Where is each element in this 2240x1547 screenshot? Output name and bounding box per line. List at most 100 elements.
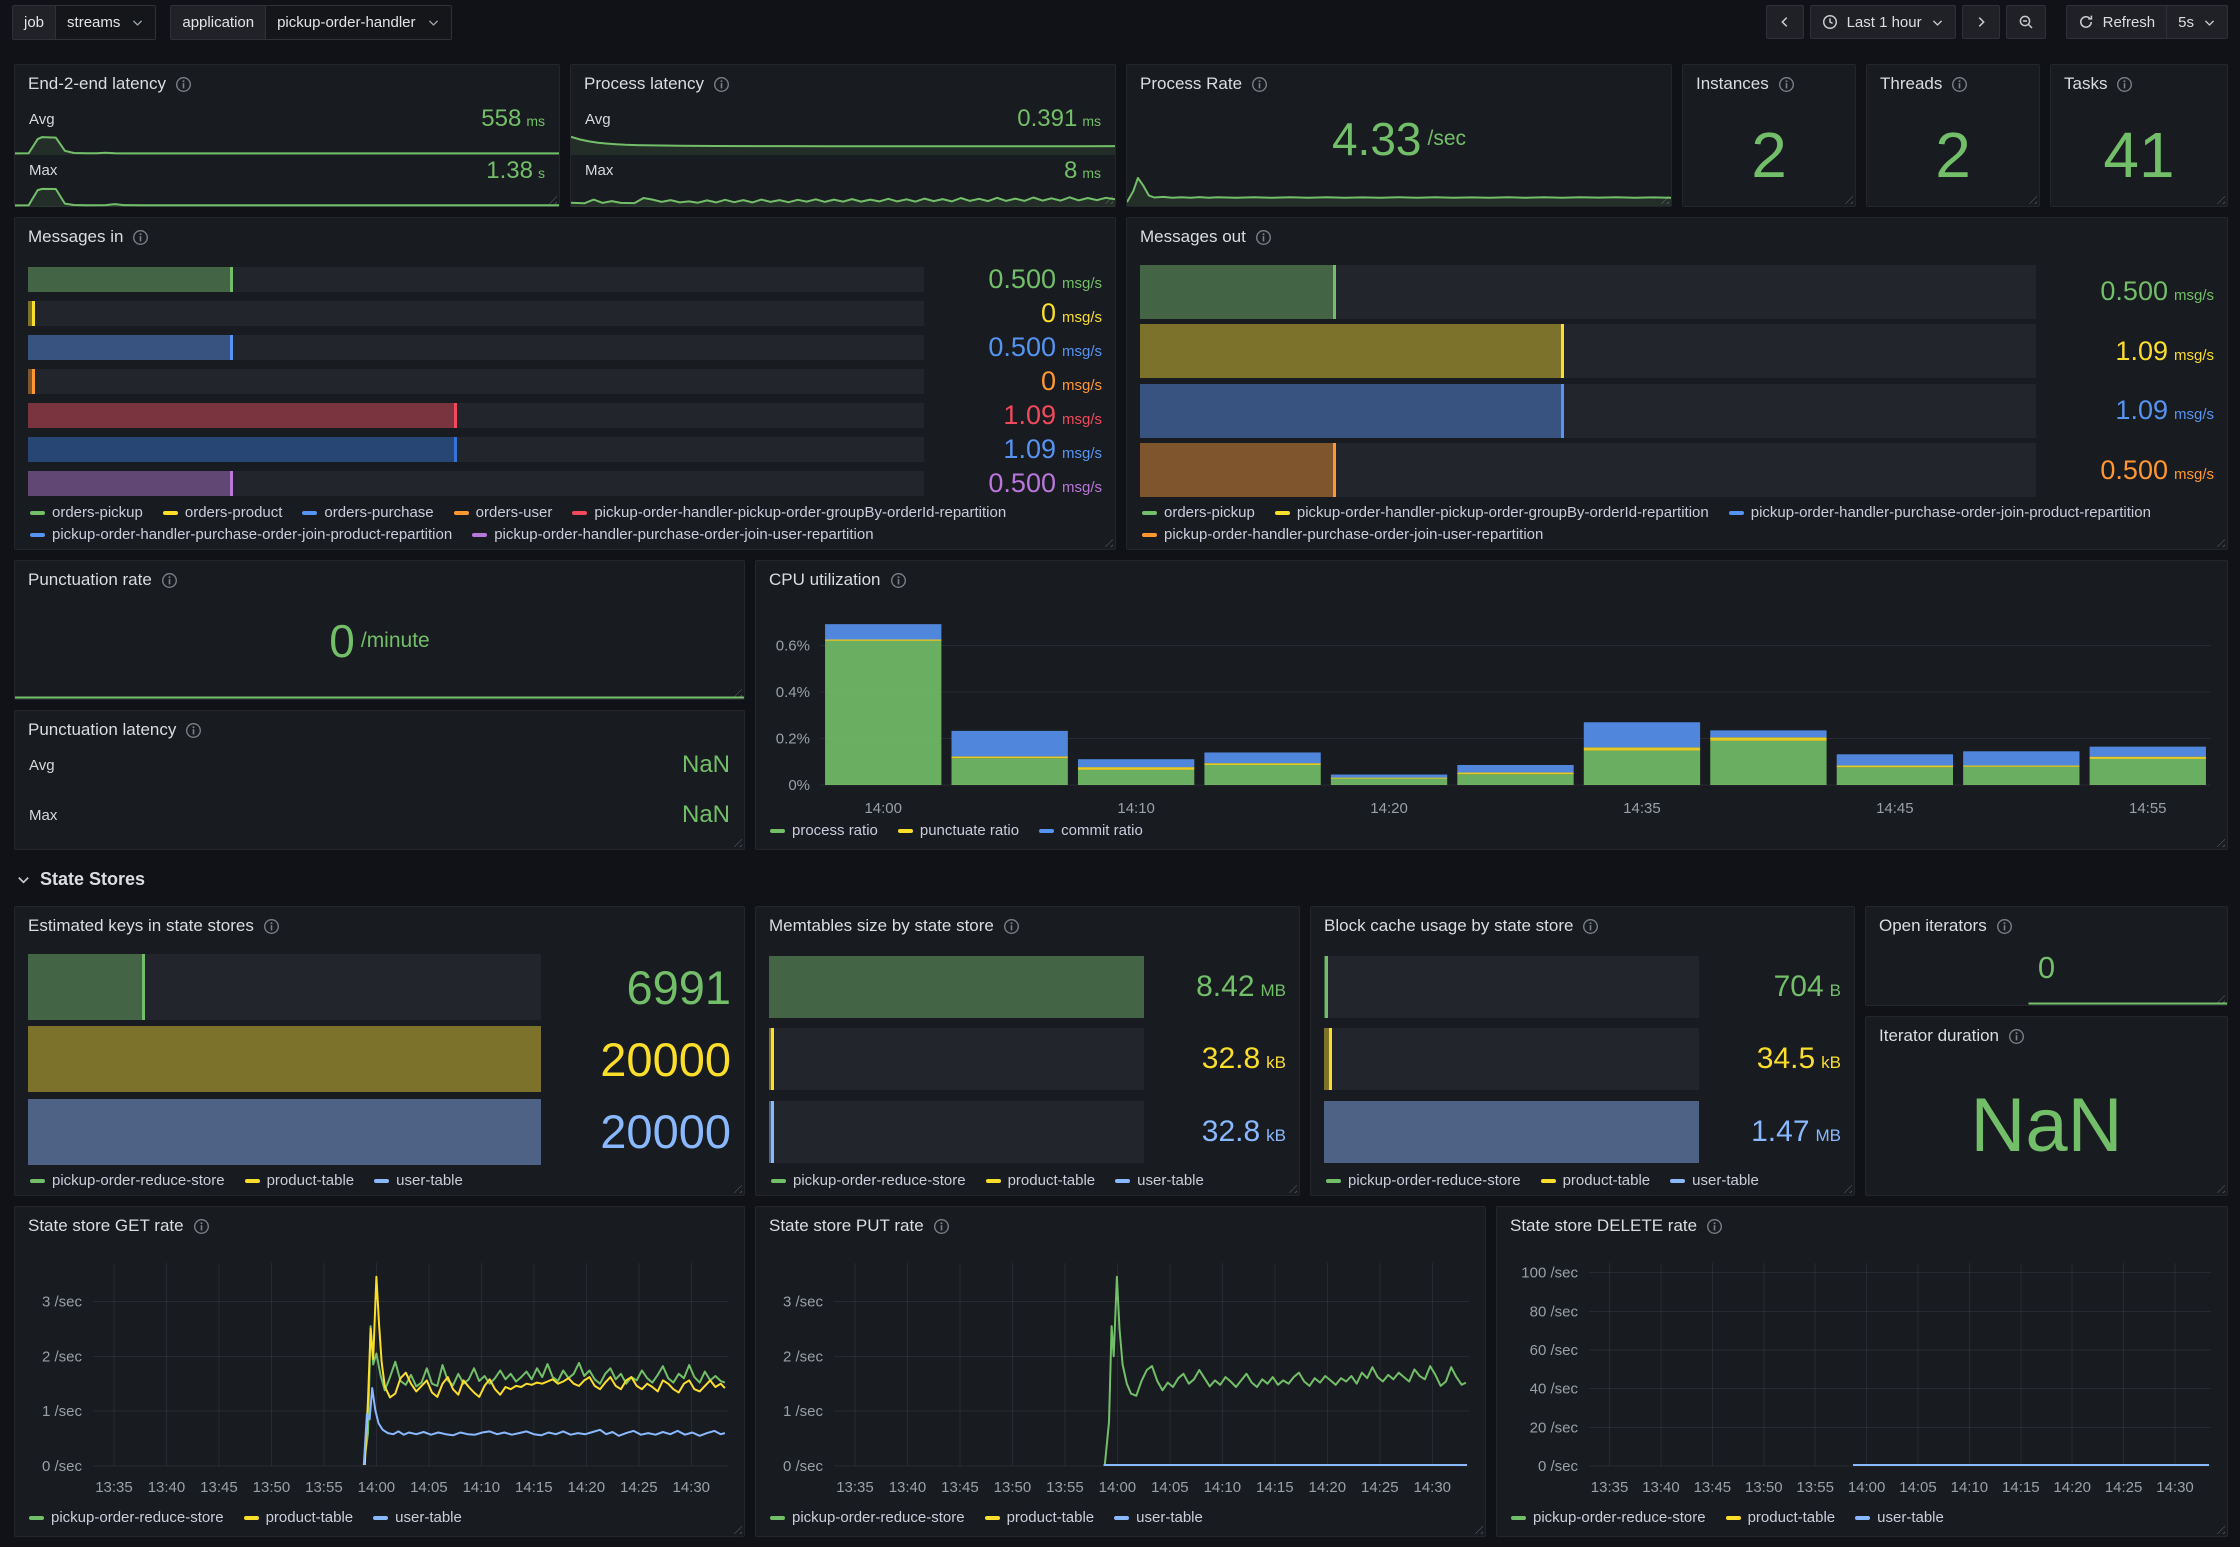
legend-item[interactable]: pickup-order-handler-purchase-order-join… [472,526,874,543]
refresh-interval-select[interactable]: 5s [2167,5,2228,39]
legend-item[interactable]: user-table [1855,1509,1944,1526]
panel-title[interactable]: Messages out [1140,227,1246,246]
legend-item[interactable]: pickup-order-reduce-store [30,1172,225,1189]
info-icon[interactable] [161,572,178,589]
info-icon[interactable] [2116,76,2133,93]
panel-title[interactable]: State store GET rate [28,1216,184,1235]
legend-item[interactable]: pickup-order-handler-pickup-order-groupB… [1274,504,1709,521]
panel-resize-handle[interactable] [1842,193,1853,204]
legend-item[interactable]: product-table [984,1509,1094,1526]
panel-title[interactable]: Punctuation rate [28,570,152,589]
legend-item[interactable]: user-table [1114,1509,1203,1526]
legend-item[interactable]: pickup-order-reduce-store [1511,1509,1706,1526]
bar-gauge-track [28,1026,541,1093]
panel-title[interactable]: Threads [1880,74,1943,93]
panel-title[interactable]: Process latency [584,74,704,93]
legend-item[interactable]: orders-pickup [30,504,143,521]
time-shift-back-button[interactable] [1765,5,1804,39]
legend-item[interactable]: orders-product [162,504,282,521]
panel-resize-handle[interactable] [1286,1182,1297,1193]
legend-item[interactable]: pickup-order-reduce-store [771,1172,966,1189]
info-icon[interactable] [933,1218,950,1235]
panel-title[interactable]: Process Rate [1140,74,1243,93]
bar-gauge-value: 0.500 msg/s [2100,276,2214,307]
panel-resize-handle[interactable] [1102,536,1113,547]
panel-title[interactable]: State store DELETE rate [1510,1216,1698,1235]
legend-item[interactable]: pickup-order-handler-pickup-order-groupB… [572,504,1006,521]
legend-swatch [1274,510,1290,515]
bar-gauge-fill [769,1028,775,1091]
legend-item[interactable]: pickup-order-handler-purchase-order-join… [30,526,452,543]
panel-resize-handle[interactable] [1841,1182,1852,1193]
panel-resize-handle[interactable] [1102,193,1113,204]
panel-process-latency: Process latency Avg 0.391 ms Max 8 ms [570,64,1116,207]
panel-title[interactable]: State store PUT rate [769,1216,924,1235]
panel-resize-handle[interactable] [546,193,557,204]
bar-gauge-track [28,954,541,1021]
panel-resize-handle[interactable] [731,686,742,697]
panel-title[interactable]: Open iterators [1879,916,1987,935]
info-icon[interactable] [890,572,907,589]
legend-item[interactable]: product-table [985,1172,1095,1189]
legend-item[interactable]: punctuate ratio [897,822,1019,839]
legend: orders-pickup pickup-order-handler-pickup… [1140,500,2214,545]
legend-item[interactable]: product-table [1725,1509,1835,1526]
legend-item[interactable]: product-table [1540,1172,1650,1189]
info-icon[interactable] [1706,1218,1723,1235]
panel-resize-handle[interactable] [731,1523,742,1534]
panel-title[interactable]: CPU utilization [769,570,881,589]
info-icon[interactable] [1778,76,1795,93]
legend-item[interactable]: pickup-order-reduce-store [1326,1172,1521,1189]
legend-item[interactable]: orders-user [453,504,552,521]
legend-item[interactable]: user-table [1670,1172,1759,1189]
panel-resize-handle[interactable] [731,1182,742,1193]
panel-title[interactable]: Memtables size by state store [769,916,994,935]
legend-item[interactable]: orders-purchase [302,504,434,521]
legend-item[interactable]: user-table [374,1172,463,1189]
legend-item[interactable]: product-table [244,1172,354,1189]
panel-title[interactable]: Iterator duration [1879,1026,2000,1045]
section-state-stores[interactable]: State Stores [16,862,145,896]
stat-value: 2 [1751,118,1787,191]
zoom-out-button[interactable] [2005,5,2046,39]
refresh-button[interactable]: Refresh [2065,5,2168,39]
info-icon[interactable] [2008,1028,2025,1045]
panel-resize-handle[interactable] [2026,193,2037,204]
time-range-picker[interactable]: Last 1 hour [1809,5,1956,39]
legend-item[interactable]: commit ratio [1039,822,1143,839]
info-icon[interactable] [1251,76,1268,93]
legend-item[interactable]: pickup-order-reduce-store [770,1509,965,1526]
info-icon[interactable] [1996,918,2013,935]
variable-application-select[interactable]: pickup-order-handler [265,5,451,39]
info-icon[interactable] [132,229,149,246]
info-icon[interactable] [185,722,202,739]
panel-title[interactable]: Punctuation latency [28,720,177,739]
legend-item[interactable]: pickup-order-handler-purchase-order-join… [1728,504,2151,521]
time-shift-forward-button[interactable] [1961,5,2000,39]
legend-item[interactable]: process ratio [770,822,878,839]
legend-item[interactable]: user-table [1115,1172,1204,1189]
variable-job-select[interactable]: streams [55,5,156,39]
info-icon[interactable] [1951,76,1968,93]
panel-title[interactable]: Block cache usage by state store [1324,916,1574,935]
panel-title[interactable]: Tasks [2064,74,2108,93]
legend-item[interactable]: orders-pickup [1142,504,1255,521]
panel-title[interactable]: End-2-end latency [28,74,166,93]
panel-resize-handle[interactable] [731,836,742,847]
info-icon[interactable] [1582,918,1599,935]
legend-item[interactable]: user-table [373,1509,462,1526]
panel-resize-handle[interactable] [1472,1523,1483,1534]
info-icon[interactable] [1003,918,1020,935]
panel-title[interactable]: Messages in [28,227,124,246]
panel-title[interactable]: Instances [1696,74,1769,93]
info-icon[interactable] [713,76,730,93]
legend-item[interactable]: pickup-order-reduce-store [29,1509,224,1526]
panel-title[interactable]: Estimated keys in state stores [28,916,254,935]
panel-resize-handle[interactable] [1658,193,1669,204]
info-icon[interactable] [263,918,280,935]
legend-item[interactable]: product-table [243,1509,353,1526]
info-icon[interactable] [175,76,192,93]
info-icon[interactable] [1255,229,1272,246]
legend-item[interactable]: pickup-order-handler-purchase-order-join… [1142,526,1543,543]
info-icon[interactable] [193,1218,210,1235]
